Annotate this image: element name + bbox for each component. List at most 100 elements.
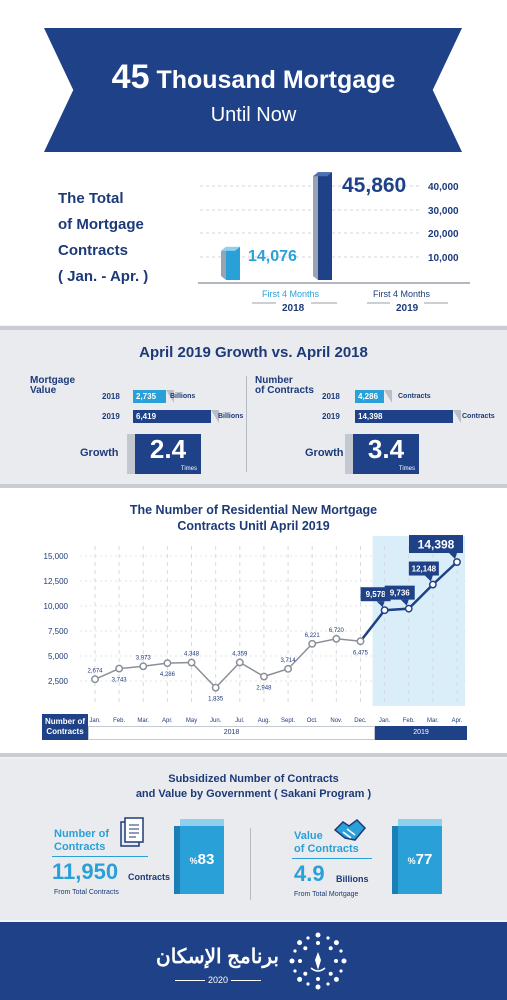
- bar-period-label: First 4 Months: [262, 289, 320, 299]
- point-value-label: 9,736: [390, 588, 411, 597]
- section-divider: [0, 484, 507, 488]
- logo-rule: [175, 980, 206, 982]
- title-banner: [44, 28, 462, 152]
- bar-shadow: [211, 410, 219, 423]
- contracts-bar-2019: 14,398: [355, 410, 461, 423]
- growth-box-shadow: [345, 434, 353, 474]
- y-tick-label: 12,500: [44, 577, 69, 586]
- contracts-percent-cylinder: %83: [174, 819, 224, 894]
- year-label: 2019: [322, 412, 340, 421]
- x-tick-label: Sept.: [281, 718, 295, 724]
- y-tick-label: 10,000: [44, 602, 69, 611]
- x-tick-label: Feb.: [113, 718, 125, 724]
- value-kpi-note: From Total Mortgage: [294, 891, 359, 898]
- bar-top: [221, 246, 240, 251]
- sakani-title: Subsidized Number of Contracts and Value…: [0, 772, 507, 802]
- x-tick-label: Apr.: [162, 718, 173, 724]
- point-value-label: 12,148: [412, 564, 437, 573]
- year-label: 2018: [102, 392, 120, 401]
- total-bar-chart: 40,000 30,000 20,000 10,000 14,076 45,86…: [198, 172, 470, 314]
- contracts-kpi-unit: Contracts: [128, 872, 171, 882]
- data-point: [404, 604, 413, 613]
- bar-year-label: 2019: [396, 303, 419, 314]
- data-point: [380, 606, 389, 615]
- total-section: 45 Thousand Mortgage Until Now The Total…: [0, 0, 507, 325]
- percent-value: 77: [415, 851, 433, 868]
- total-bars: [221, 172, 332, 280]
- bar-year-label: 2018: [282, 303, 305, 314]
- growth-unit: Times: [398, 466, 415, 472]
- percent-value: 83: [197, 851, 215, 868]
- year-label: 2018: [322, 392, 340, 401]
- bar-value-label: 14,076: [248, 248, 297, 265]
- unit-label: Contracts: [398, 393, 431, 400]
- point-value-label: 4,286: [160, 672, 176, 678]
- callout-pointer: [376, 601, 385, 608]
- point-value-label: 6,720: [329, 628, 345, 634]
- value-kpi-value: 4.9: [294, 861, 325, 886]
- x-tick-label: Apr.: [452, 718, 463, 724]
- callout-pointer: [449, 553, 457, 560]
- contracts-bar-2018: 4,286: [355, 390, 392, 403]
- percent-sign: %: [407, 856, 416, 866]
- mortgage-growth-box: 2.4 Times: [135, 434, 201, 474]
- contracts-label: Number of Contracts: [255, 376, 314, 396]
- total-bar: [318, 172, 332, 280]
- point-value-label: 1,835: [208, 697, 224, 703]
- document-icon: [120, 817, 144, 847]
- callout-box: [408, 561, 439, 576]
- point-value-label: 9,578: [366, 590, 387, 599]
- year-bracket-2019: 2019: [375, 726, 467, 740]
- banner-subtitle: Until Now: [210, 104, 297, 126]
- x-tick-label: Aug.: [258, 718, 271, 724]
- heading-line: Contracts: [54, 841, 106, 853]
- line-chart: 15,000 12,500 10,000 7,500 5,000 2,500 Jan. Feb…: [44, 535, 466, 724]
- y-tick-label: 40,000: [428, 182, 459, 193]
- growth-value: 2.4: [149, 434, 187, 464]
- data-point: [428, 580, 437, 589]
- data-point: [356, 637, 365, 646]
- bar-shadow: [453, 410, 461, 423]
- x-tick-label: Nov.: [330, 718, 342, 724]
- row-label: Number of Contracts: [42, 714, 88, 740]
- y-tick-label: 10,000: [428, 253, 459, 264]
- mortgage-bar-2019: 6,419: [133, 410, 219, 423]
- vertical-divider: [246, 376, 247, 472]
- title-line: Subsidized Number of Contracts: [168, 773, 339, 785]
- x-tick-label: Jan.: [379, 718, 391, 724]
- data-point: [139, 662, 148, 671]
- callout-box: [409, 535, 463, 554]
- y-tick-label: 2,500: [48, 677, 69, 686]
- bar-side: [221, 246, 226, 280]
- y-tick-label: 30,000: [428, 206, 459, 217]
- banner-title-text: Thousand Mortgage: [156, 66, 396, 94]
- unit-label: Billions: [218, 413, 244, 420]
- point-value-label: 14,398: [418, 537, 455, 551]
- growth-section: April 2019 Growth vs. April 2018 Mortgag…: [0, 330, 507, 484]
- point-value-label: 2,948: [256, 686, 272, 692]
- vertical-divider: [250, 828, 251, 900]
- title-line: and Value by Government ( Sakani Program…: [135, 788, 372, 800]
- logo-rule: [230, 980, 261, 982]
- bar-top: [313, 172, 332, 177]
- callout-pointer: [400, 599, 409, 606]
- x-tick-label: Jan.: [89, 718, 101, 724]
- data-point: [91, 675, 99, 684]
- row-label-line: Number of: [45, 717, 85, 726]
- mortgage-bar-2018: 2,735: [133, 390, 174, 403]
- label-line: Number: [255, 375, 293, 386]
- cylinder-cap: [180, 819, 224, 826]
- total-label-line: of Mortgage: [58, 216, 144, 233]
- bar-label: 6,419: [136, 412, 157, 421]
- bar-shadow: [166, 390, 174, 403]
- x-tick-label: May: [186, 718, 197, 724]
- year-label: 2019: [102, 412, 120, 421]
- data-point: [284, 664, 293, 673]
- total-label-line: The Total: [58, 190, 124, 207]
- title-line: Contracts Unitl April 2019: [177, 519, 330, 533]
- callout-pointer: [424, 575, 433, 582]
- handshake-icon: [333, 819, 367, 841]
- contracts-kpi-heading: Number of Contracts: [54, 828, 109, 854]
- heading-line: of Contracts: [294, 843, 359, 855]
- point-value-label: 3,973: [136, 655, 152, 661]
